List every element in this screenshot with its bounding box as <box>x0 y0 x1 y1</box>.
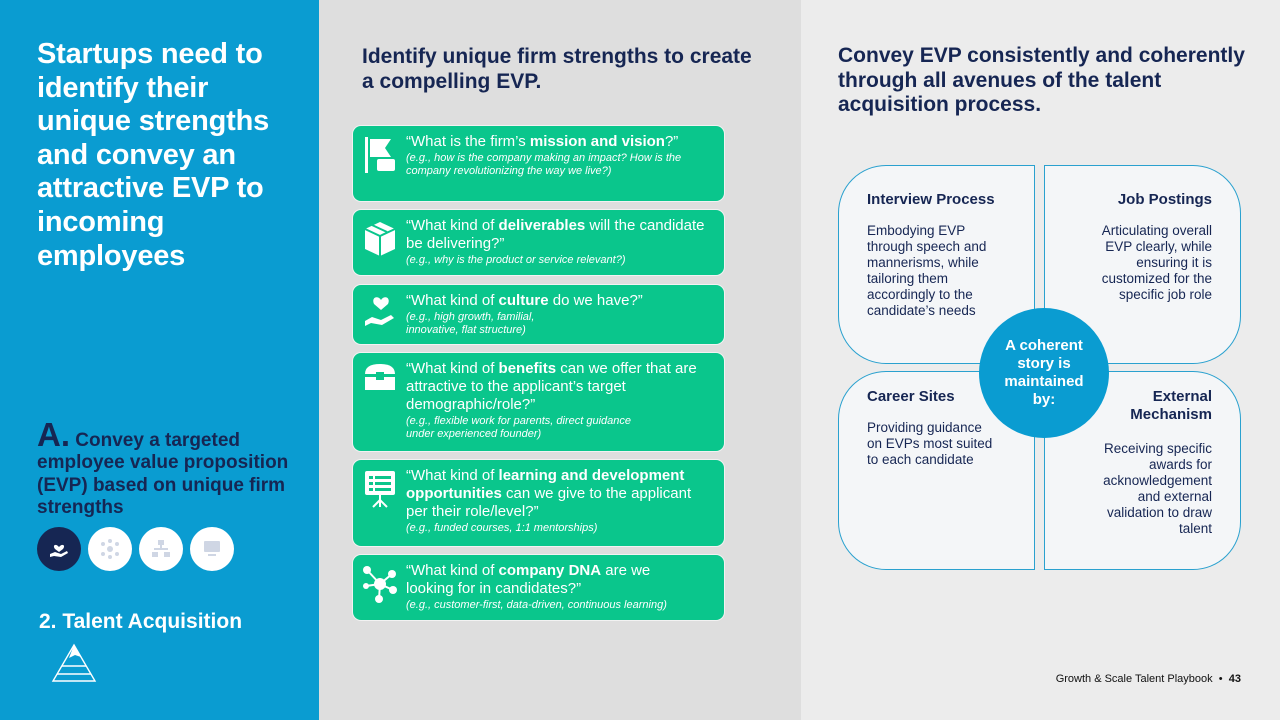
nav-circle-evp[interactable] <box>37 527 81 571</box>
package-icon <box>364 222 395 256</box>
quadrant-description: Receiving specific awards for acknowledg… <box>1103 441 1212 536</box>
monitor-icon <box>204 541 220 556</box>
card-example: (e.g., high growth, familial, innovative… <box>406 311 535 336</box>
headline: Startups need to identify their unique s… <box>37 38 270 272</box>
strength-card: “What kind of learning and development o… <box>353 460 724 546</box>
strength-card: “What kind of culture do we have?” (e.g.… <box>353 285 724 344</box>
footer-separator: • <box>1218 673 1223 685</box>
quadrant-description: Embodying EVP through speech and manneri… <box>867 223 987 318</box>
heart-hand-icon <box>50 544 68 557</box>
strength-card: “What is the firm’s mission and vision?”… <box>353 126 724 201</box>
card-question: “What kind of benefits can we offer that… <box>406 360 697 413</box>
strength-card: “What kind of company DNA are we looking… <box>353 555 724 620</box>
subsection-text: Convey a targeted employee value proposi… <box>37 430 289 518</box>
nav-circle-process[interactable] <box>139 527 183 571</box>
footer-text: Growth & Scale Talent Playbook <box>1055 673 1213 685</box>
card-example: (e.g., flexible work for parents, direct… <box>406 415 632 440</box>
flag-icon <box>364 137 395 173</box>
footer: Growth & Scale Talent Playbook • 43 <box>1056 673 1241 685</box>
card-example: (e.g., customer-first, data-driven, cont… <box>406 599 667 611</box>
quadrant-title: Career Sites <box>867 388 955 405</box>
section-label: 2. Talent Acquisition <box>39 610 243 633</box>
card-example: (e.g., why is the product or service rel… <box>406 254 626 266</box>
heart-hand-icon <box>364 297 394 326</box>
subsection-nav <box>37 527 234 571</box>
left-panel: Startups need to identify their unique s… <box>0 0 319 720</box>
strength-card: “What kind of deliverables will the cand… <box>353 210 724 275</box>
nav-circle-network[interactable] <box>88 527 132 571</box>
strength-card: “What kind of benefits can we offer that… <box>353 353 724 451</box>
card-question: “What kind of learning and development o… <box>406 467 692 520</box>
quadrant-career-sites: Career Sites Providing guidance on EVPs … <box>838 371 1035 570</box>
page-number: 43 <box>1228 673 1241 685</box>
quadrant-title: Job Postings <box>1117 191 1212 208</box>
network-icon <box>101 539 119 559</box>
quadrant-description: Providing guidance on EVPs most suited t… <box>867 420 993 467</box>
quadrant-description: Articulating overall EVP clearly, while … <box>1101 223 1212 302</box>
right-title: Convey EVP consistently and coherently t… <box>838 44 1245 116</box>
center-circle: A coherent story is maintained by: <box>979 308 1109 438</box>
card-question: “What is the firm’s mission and vision?” <box>406 133 679 150</box>
right-panel: Convey EVP consistently and coherently t… <box>801 0 1280 720</box>
nav-circle-screen[interactable] <box>190 527 234 571</box>
treasure-chest-icon <box>364 364 395 390</box>
card-example: (e.g., funded courses, 1:1 mentorships) <box>406 522 598 534</box>
network-dna-icon <box>362 566 397 603</box>
card-question: “What kind of deliverables will the cand… <box>406 217 705 252</box>
quadrant-title: External Mechanism <box>1130 388 1212 423</box>
card-question: “What kind of culture do we have?” <box>406 292 643 309</box>
middle-panel: Identify unique firm strengths to create… <box>319 0 801 720</box>
mountain-logo-icon <box>51 643 97 682</box>
quadrant-interview-process: Interview Process Embodying EVP through … <box>838 165 1035 364</box>
card-example: (e.g., how is the company making an impa… <box>406 152 682 177</box>
flowchart-icon <box>152 540 170 557</box>
middle-title: Identify unique firm strengths to create… <box>362 45 752 93</box>
subsection-heading: A. Convey a targeted employee value prop… <box>37 418 307 519</box>
presentation-board-icon <box>364 471 395 508</box>
quadrant-title: Interview Process <box>867 191 995 208</box>
card-question: “What kind of company DNA are we looking… <box>406 562 651 597</box>
subsection-letter: A. <box>37 416 70 453</box>
